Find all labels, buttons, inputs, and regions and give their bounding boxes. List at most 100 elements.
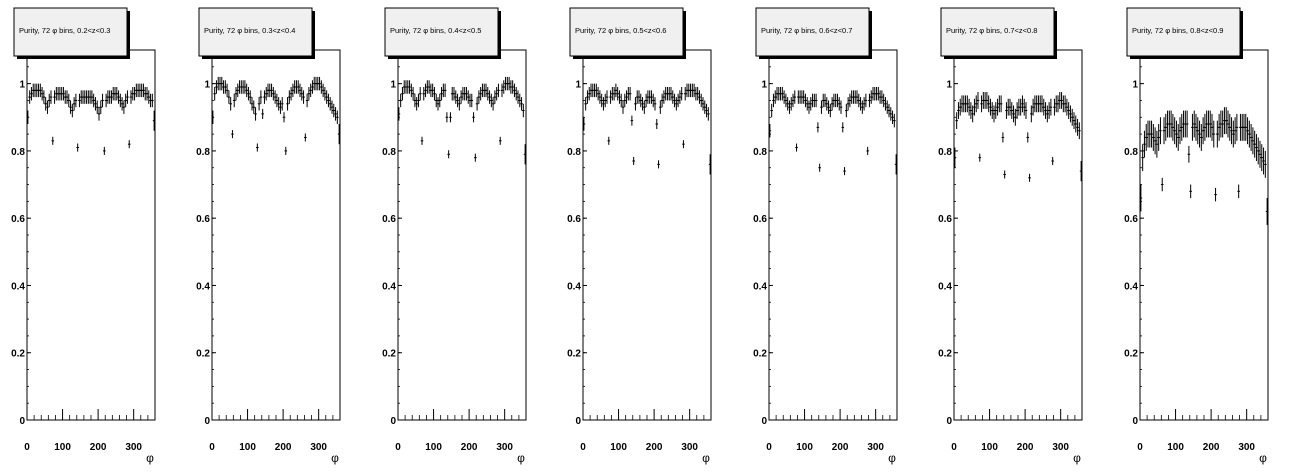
data-point	[327, 93, 330, 108]
data-point	[1005, 102, 1008, 119]
y-tick-label: 0	[946, 416, 952, 427]
data-point	[1212, 120, 1216, 148]
y-tick-label: 0.8	[196, 147, 210, 158]
data-point	[655, 118, 659, 130]
data-point	[486, 87, 490, 101]
x-tick-label: 0	[951, 442, 957, 453]
x-tick-label: 0	[580, 442, 586, 453]
data-point	[894, 154, 898, 175]
x-tick-label: 100	[610, 442, 627, 453]
y-tick-label: 0.4	[382, 281, 396, 292]
data-point	[250, 97, 254, 111]
x-tick-label: 200	[1203, 442, 1220, 453]
data-point	[866, 146, 869, 155]
data-point	[1175, 120, 1178, 148]
data-point	[1074, 115, 1078, 133]
data-point	[1194, 113, 1198, 141]
data-point	[630, 115, 634, 126]
data-point	[772, 93, 775, 108]
data-point	[990, 102, 994, 119]
y-tick-label: 0	[761, 416, 767, 427]
data-point	[236, 83, 240, 98]
data-point	[999, 95, 1003, 113]
data-point	[438, 93, 442, 108]
data-point	[1169, 110, 1173, 138]
data-point	[225, 83, 229, 98]
data-point	[440, 87, 443, 101]
data-point	[1056, 95, 1060, 113]
data-point	[273, 90, 277, 104]
data-point	[885, 100, 889, 114]
plot-frame	[582, 49, 712, 421]
data-point	[707, 107, 710, 121]
y-tick-label: 0.2	[11, 349, 25, 360]
data-point	[261, 108, 264, 119]
data-point	[336, 110, 339, 124]
data-point	[1265, 198, 1269, 225]
data-point	[272, 87, 275, 101]
x-tick-label: 100	[1167, 442, 1184, 453]
data-point	[452, 87, 456, 101]
data-point	[337, 124, 341, 145]
data-point	[889, 107, 893, 121]
data-point	[1159, 117, 1162, 145]
data-point	[99, 100, 103, 114]
data-point	[1228, 113, 1232, 141]
data-point	[328, 97, 332, 111]
data-point	[1246, 117, 1249, 145]
data-point	[117, 90, 120, 104]
data-point	[323, 87, 327, 101]
data-point	[973, 98, 976, 116]
data-point	[284, 146, 288, 155]
data-point	[227, 90, 231, 104]
data-point	[495, 87, 498, 101]
data-point	[415, 97, 418, 111]
data-point	[484, 83, 488, 98]
data-point	[518, 93, 522, 108]
data-point	[493, 90, 497, 104]
data-point	[1014, 108, 1017, 126]
data-point	[129, 90, 133, 104]
y-tick-label: 0	[204, 416, 210, 427]
data-point	[1139, 184, 1143, 212]
data-point	[862, 97, 866, 111]
x-axis-label: φ	[331, 451, 339, 465]
data-point	[587, 87, 591, 101]
data-point	[653, 97, 657, 111]
data-point	[475, 97, 479, 111]
data-point	[522, 103, 525, 118]
data-point	[422, 87, 426, 101]
data-point	[445, 112, 449, 123]
data-point	[213, 87, 216, 101]
data-point	[1162, 117, 1166, 145]
data-point	[104, 93, 108, 108]
data-point	[857, 93, 861, 108]
title-box	[13, 7, 128, 57]
y-tick-label: 0	[1132, 416, 1138, 427]
data-point	[1255, 134, 1258, 161]
data-point	[621, 100, 625, 114]
data-point	[302, 90, 305, 104]
x-tick-label: 300	[125, 442, 142, 453]
y-tick-label: 0.6	[938, 214, 952, 225]
data-point	[1173, 117, 1176, 145]
data-point	[1176, 124, 1180, 151]
data-point	[1256, 137, 1260, 165]
data-point	[280, 97, 284, 111]
data-point	[1042, 98, 1046, 116]
data-point	[818, 163, 821, 172]
data-point	[837, 97, 841, 111]
data-point	[470, 93, 474, 108]
data-point	[145, 87, 149, 101]
data-point	[618, 90, 621, 104]
plot-frame	[211, 49, 341, 421]
data-point	[47, 93, 51, 108]
data-point	[490, 93, 493, 108]
chart-title: Purity, 72 φ bins, 0.6<z<0.7	[761, 26, 852, 35]
x-tick-label: 300	[867, 442, 884, 453]
data-point	[966, 95, 969, 113]
data-point	[39, 83, 42, 98]
data-point	[474, 153, 477, 162]
data-point	[516, 90, 520, 104]
data-point	[40, 87, 44, 101]
